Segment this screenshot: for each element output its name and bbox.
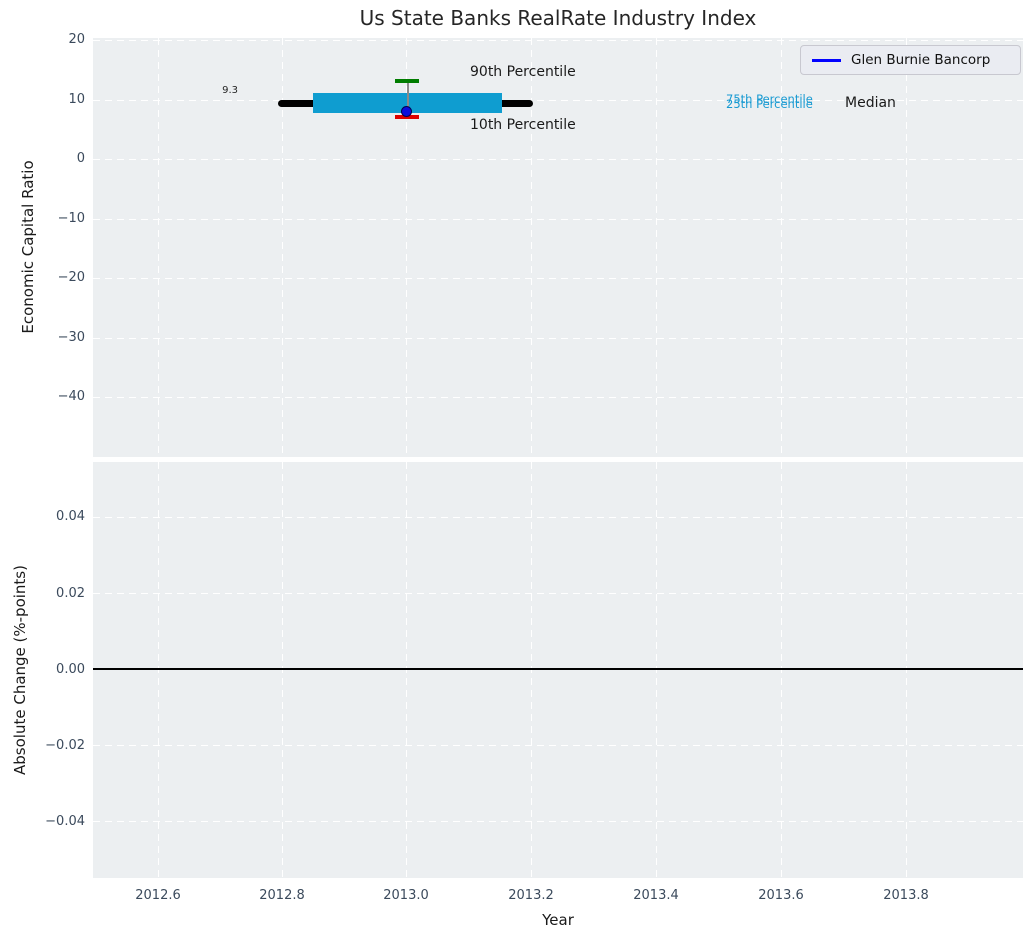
- p10-whisker-cap: [395, 115, 419, 119]
- top-plot-area: 9.3 90th Percentile 10th Percentile 75th…: [93, 38, 1023, 457]
- y-tick-label: 0.04: [56, 509, 85, 524]
- y-tick-label: 0: [76, 151, 85, 166]
- gridline-vertical: [531, 462, 532, 878]
- y-tick-label: −10: [57, 211, 85, 226]
- gridline-vertical: [906, 38, 907, 457]
- y-tick-label: −0.02: [45, 738, 85, 753]
- x-tick-label: 2013.6: [758, 888, 804, 903]
- gridline-horizontal: [93, 745, 1023, 746]
- p75-annotation: 75th Percentile: [726, 92, 813, 106]
- chart-title: Us State Banks RealRate Industry Index: [359, 6, 757, 30]
- y-tick-label: 20: [68, 32, 85, 47]
- gridline-vertical: [531, 38, 532, 457]
- gridline-horizontal: [93, 397, 1023, 398]
- x-tick-label: 2012.8: [259, 888, 305, 903]
- top-y-axis-label: Economic Capital Ratio: [19, 160, 37, 334]
- p25-annotation: 25th Percentile: [726, 97, 813, 111]
- legend: Glen Burnie Bancorp: [800, 45, 1021, 75]
- x-axis-label: Year: [542, 911, 574, 929]
- p90-whisker-cap: [395, 79, 419, 83]
- bottom-y-axis-label: Absolute Change (%-points): [11, 565, 29, 775]
- y-tick-label: −20: [57, 270, 85, 285]
- y-tick-label: 0.02: [56, 586, 85, 601]
- p10-annotation: 10th Percentile: [470, 117, 576, 133]
- median-value-annotation: 9.3: [222, 85, 238, 96]
- y-tick-label: −0.04: [45, 814, 85, 829]
- gridline-vertical: [282, 462, 283, 878]
- gridline-horizontal: [93, 517, 1023, 518]
- gridline-vertical: [656, 462, 657, 878]
- gridline-horizontal: [93, 40, 1023, 41]
- x-tick-label: 2012.6: [135, 888, 181, 903]
- y-tick-label: −40: [57, 389, 85, 404]
- median-annotation: Median: [845, 95, 896, 111]
- legend-line-swatch: [812, 58, 841, 62]
- x-tick-label: 2013.2: [508, 888, 554, 903]
- legend-series-label: Glen Burnie Bancorp: [851, 52, 991, 68]
- gridline-horizontal: [93, 278, 1023, 279]
- bottom-plot-area: [93, 462, 1023, 878]
- x-tick-label: 2013.0: [383, 888, 429, 903]
- gridline-horizontal: [93, 821, 1023, 822]
- x-tick-label: 2013.4: [633, 888, 679, 903]
- gridline-vertical: [406, 38, 407, 457]
- gridline-vertical: [906, 462, 907, 878]
- gridline-vertical: [656, 38, 657, 457]
- x-tick-label: 2013.8: [883, 888, 929, 903]
- percentile-whisker-line: [407, 82, 409, 116]
- gridline-horizontal: [93, 338, 1023, 339]
- company-data-point: [401, 106, 412, 117]
- zero-reference-line: [93, 668, 1023, 670]
- gridline-vertical: [781, 462, 782, 878]
- gridline-vertical: [158, 462, 159, 878]
- y-tick-label: 10: [68, 92, 85, 107]
- gridline-horizontal: [93, 593, 1023, 594]
- gridline-vertical: [282, 38, 283, 457]
- y-tick-label: −30: [57, 330, 85, 345]
- gridline-vertical: [158, 38, 159, 457]
- gridline-horizontal: [93, 219, 1023, 220]
- y-tick-label: 0.00: [56, 662, 85, 677]
- gridline-vertical: [781, 38, 782, 457]
- gridline-horizontal: [93, 100, 1023, 101]
- p90-annotation: 90th Percentile: [470, 64, 576, 80]
- gridline-vertical: [406, 462, 407, 878]
- gridline-horizontal: [93, 159, 1023, 160]
